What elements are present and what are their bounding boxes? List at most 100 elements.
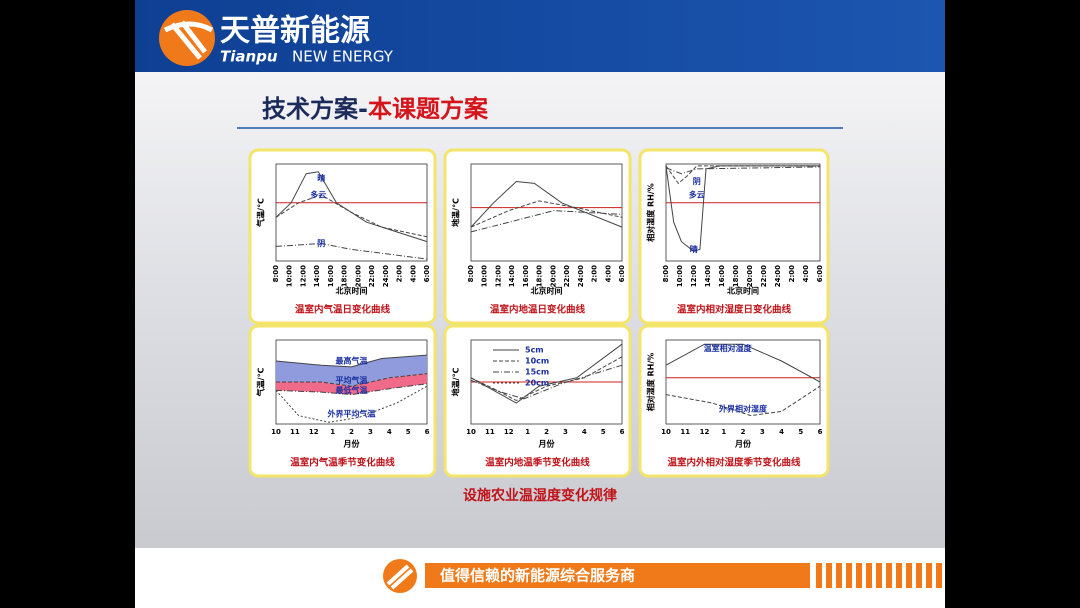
x-tick-label: 6:00 [618,265,626,283]
annotation: 外界平均气温 [328,408,376,418]
x-tick-label: 2:00 [396,265,404,283]
footer-icon-mark [386,564,414,590]
x-tick-label: 6 [818,428,823,436]
footer-icon [383,559,417,593]
annotation: 平均气温 [336,375,368,385]
x-tick-label: 22:00 [563,265,571,287]
x-tick-label: 10 [466,428,476,436]
curve [470,180,623,228]
curve [665,166,821,175]
x-tick-label: 3 [760,428,765,436]
x-tick-label: 12:00 [299,265,307,287]
chart-panel [443,324,632,478]
legend-label: 5cm [525,346,544,355]
plot-frame [665,163,821,262]
x-tick-label: 2:00 [591,265,599,283]
plot-frame [470,163,623,262]
x-tick-label: 8:00 [662,265,670,283]
x-tick-label: 6 [620,428,625,436]
curve [470,200,623,228]
x-tick-label: 18:00 [341,265,349,287]
x-tick-label: 1 [525,428,530,436]
y-axis-label: 气温/℃ [256,198,266,228]
annotation: 晴 [317,173,325,183]
x-axis-label: 北京时间 [336,286,368,296]
chart-panel [443,148,632,325]
x-axis-label: 月份 [734,439,752,449]
curve [665,385,821,417]
annotation: 多云 [689,190,705,200]
x-tick-label: 4 [387,428,392,436]
annotation: 阴 [693,177,701,186]
curve [276,373,428,387]
logo-en: Tianpu [220,48,278,66]
x-tick-label: 10:00 [286,265,294,287]
x-tick-label: 20:00 [549,265,557,287]
x-tick-label: 14:00 [704,265,712,287]
curve [275,194,428,238]
x-tick-label: 2 [544,428,549,436]
x-tick-label: 24:00 [577,265,585,287]
curve [470,210,623,233]
x-tick-label: 5 [601,428,606,436]
x-tick-label: 6 [425,428,430,436]
annotation: 多云 [310,190,326,200]
y-axis-label: 相对湿度 RH/% [646,353,656,412]
annotation: 晴 [690,244,698,254]
band [276,373,427,395]
x-tick-label: 11 [680,428,690,436]
x-tick-label: 1 [330,428,335,436]
curve [275,171,428,243]
x-tick-label: 12 [700,428,710,436]
x-tick-label: 3 [368,428,373,436]
curve [275,385,428,423]
x-axis-label: 北京时间 [531,286,563,296]
title-part: 本课题方案 [368,95,489,123]
x-tick-label: 12:00 [494,265,502,287]
x-tick-label: 2 [741,428,746,436]
chart-caption: 温室内外相对湿度季节变化曲线 [667,457,801,469]
x-tick-label: 3 [563,428,568,436]
y-axis-label: 地温/℃ [451,198,461,227]
legend-label: 15cm [525,368,549,377]
chart-panel [638,324,830,478]
x-tick-label: 4 [779,428,784,436]
x-tick-label: 10:00 [676,265,684,287]
chart-panel [248,148,437,325]
annotation: 外界相对湿度 [719,403,768,413]
chart-panel [638,148,830,325]
x-tick-label: 4:00 [409,265,417,283]
subtitle: 设施农业温湿度变化规律 [463,487,617,504]
chart-caption: 温室内相对湿度日变化曲线 [677,304,792,316]
plot-frame [275,163,428,262]
x-tick-label: 4 [582,428,587,436]
chart-panel [248,324,437,478]
curve [665,165,820,185]
x-tick-label: 10 [271,428,281,436]
x-tick-label: 11 [485,428,495,436]
logo-icon [159,10,215,66]
stripes [816,563,942,588]
x-tick-label: 12 [504,428,514,436]
x-tick-label: 10 [661,428,671,436]
x-tick-label: 18:00 [536,265,544,287]
logo-en: NEW ENERGY [292,48,394,66]
curve [275,354,428,368]
annotation: 阴 [317,239,325,248]
title-part: 技术方案- [262,95,368,123]
x-axis-label: 月份 [538,439,556,449]
slogan: 值得信赖的新能源综合服务商 [440,567,635,585]
logo-cn: 天普新能源 [220,14,370,49]
x-tick-label: 10:00 [481,265,489,287]
curve [470,356,623,402]
chart-caption: 温室内气温季节变化曲线 [290,457,395,469]
legend-label: 20cm [525,379,549,388]
slide-title: 技术方案-本课题方案 [262,95,489,123]
x-tick-label: 12:00 [690,265,698,287]
y-axis-label: 相对湿度 RH/% [646,183,656,242]
annotation: 最低气温 [336,385,368,395]
x-tick-label: 14:00 [313,265,321,287]
x-tick-label: 5 [406,428,411,436]
chart-caption: 温室内地温季节变化曲线 [485,457,590,469]
curve [470,364,623,400]
